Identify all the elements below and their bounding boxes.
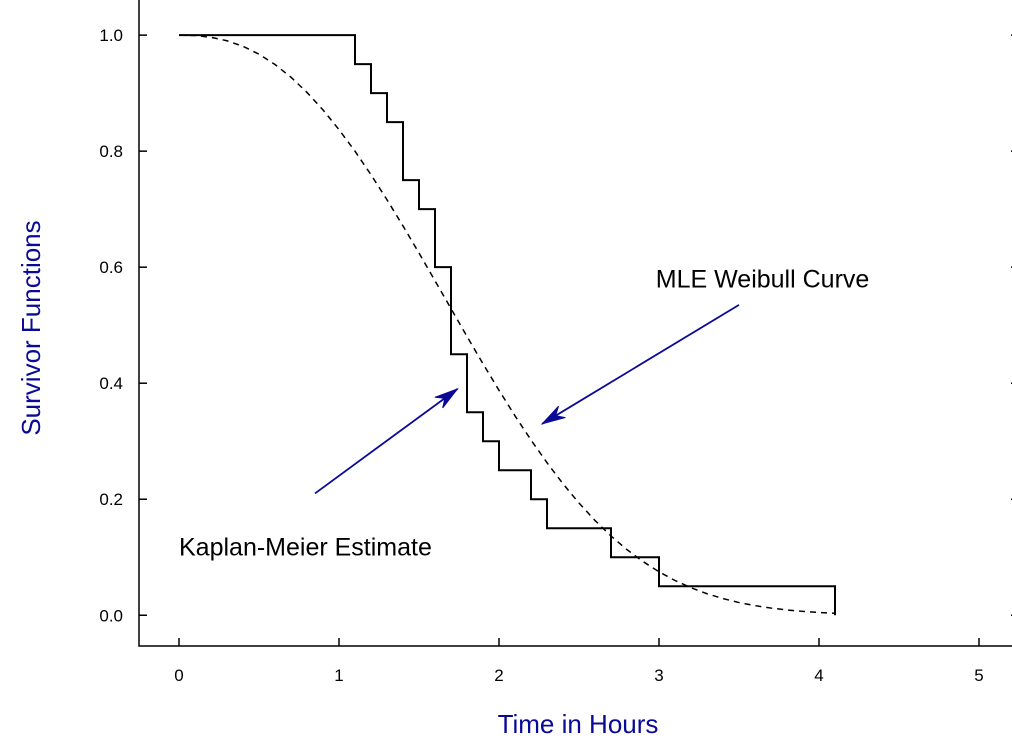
annotation-arrow: [314, 388, 458, 495]
y-tick-label: 0.8: [99, 142, 123, 161]
x-axis-title: Time in Hours: [498, 709, 659, 738]
weibull-curve: [178, 34, 836, 615]
kaplan-meier-step-line: [179, 34, 836, 616]
annotation-label: Kaplan-Meier Estimate: [179, 534, 432, 562]
y-tick-label: 1.0: [99, 26, 123, 45]
x-tick-label: 4: [814, 666, 823, 685]
x-tick-label: 1: [334, 666, 343, 685]
y-axis-title: Survivor Functions: [16, 220, 46, 435]
x-tick-label: 2: [494, 666, 503, 685]
annotation-arrow: [541, 304, 740, 425]
plot-frame: [138, 0, 1012, 647]
series-layer: [178, 34, 836, 616]
y-tick-label: 0.4: [99, 374, 123, 393]
annotation-label: MLE Weibull Curve: [656, 265, 870, 293]
y-tick-label: 0.6: [99, 258, 123, 277]
y-tick-label: 0.2: [99, 490, 123, 509]
tick-labels: 0 1 2 3 4 5 0.0 0.2 0.4 0.6 0.8 1.0: [99, 26, 983, 685]
x-tick-label: 0: [174, 666, 183, 685]
annotation-arrowhead: [540, 405, 566, 425]
x-tick-label: 5: [974, 666, 983, 685]
axis-ticks: [139, 34, 1012, 646]
x-tick-label: 3: [654, 666, 663, 685]
y-tick-label: 0.0: [99, 606, 123, 625]
annotation-arrowhead: [434, 387, 459, 409]
annotations: MLE Weibull Curve Kaplan-Meier Estimate: [179, 265, 869, 561]
